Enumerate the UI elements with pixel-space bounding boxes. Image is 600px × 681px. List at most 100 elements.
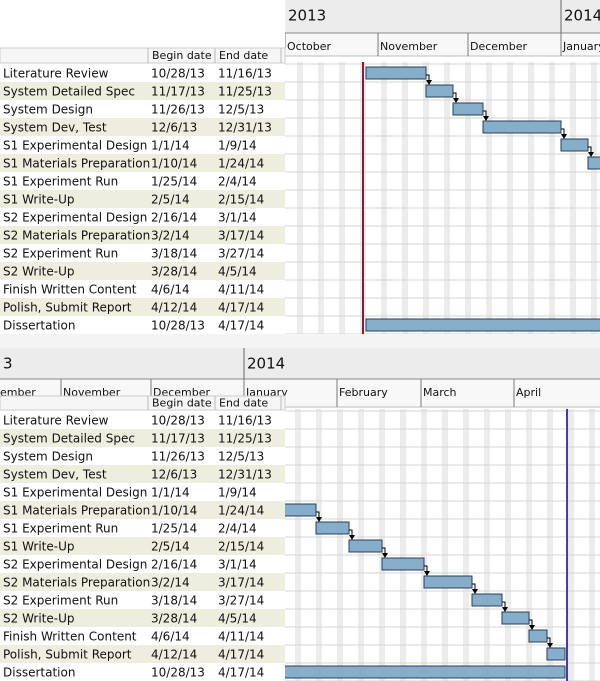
table-cell: System Design: [3, 103, 93, 117]
table-cell: 4/11/14: [218, 630, 264, 644]
table-cell: 12/6/13: [151, 121, 197, 135]
table-cell: 3/18/14: [151, 247, 197, 261]
task-bar: [315, 521, 350, 535]
dependency-arrow: [483, 110, 487, 118]
table-cell: S1 Materials Preparation: [3, 157, 150, 171]
month-strip: [285, 33, 600, 56]
row-stripe: [0, 537, 285, 555]
weekend-stripe: [400, 409, 406, 681]
table-cell: 11/26/13: [151, 450, 205, 464]
weekend-stripe: [528, 62, 534, 334]
table-cell: 10/28/13: [151, 319, 205, 333]
weekend-stripe: [444, 62, 450, 334]
month-label: November: [380, 40, 438, 53]
arrow-head: [547, 643, 553, 648]
table-cell: 3/18/14: [151, 594, 197, 608]
weekend-stripe: [423, 62, 429, 334]
row-stripe: [0, 573, 285, 591]
weekend-stripe: [339, 62, 345, 334]
row-stripe: [0, 645, 285, 663]
arrow-head: [472, 589, 478, 594]
weekend-stripe: [486, 62, 492, 334]
table-cell: 12/6/13: [151, 468, 197, 482]
table-cell: 4/5/14: [218, 265, 257, 279]
table-cell: 1/10/14: [151, 157, 197, 171]
table-cell: Finish Written Content: [3, 630, 137, 644]
task-bar: [560, 138, 589, 152]
table-cell: 2/4/14: [218, 522, 257, 536]
month-label: December: [470, 40, 528, 53]
table-cell: 4/17/14: [218, 666, 264, 680]
arrow-head: [424, 571, 430, 576]
arrow-head: [349, 535, 355, 540]
weekend-stripe: [526, 409, 532, 681]
year-label: 2014: [247, 355, 285, 373]
weekend-stripe: [295, 409, 301, 681]
table-cell: 1/24/14: [218, 504, 264, 518]
table-cell: S1 Experiment Run: [3, 175, 118, 189]
table-cell: 4/11/14: [218, 283, 264, 297]
dependency-arrow: [453, 92, 457, 100]
dependency-arrow: [588, 146, 592, 154]
table-cell: S2 Write-Up: [3, 265, 74, 279]
row-stripe: [0, 429, 285, 447]
table-cell: 1/1/14: [151, 139, 190, 153]
year-strip: [285, 0, 600, 33]
table-cell: 2/4/14: [218, 175, 257, 189]
arrow-head: [588, 152, 594, 157]
table-cell: 11/17/13: [151, 432, 205, 446]
row-stripe: [0, 501, 285, 519]
table-cell: 4/5/14: [218, 612, 257, 626]
weekend-stripe: [591, 62, 597, 334]
arrow-head: [453, 98, 459, 103]
task-bar: [425, 84, 454, 98]
table-cell: System Dev, Test: [3, 468, 107, 482]
weekend-stripe: [381, 62, 387, 334]
table-cell: Polish, Submit Report: [3, 648, 132, 662]
table-cell: Polish, Submit Report: [3, 301, 132, 315]
table-cell: 3/1/14: [218, 558, 257, 572]
table-cell: S2 Experimental Design: [3, 558, 147, 572]
table-cell: 12/31/13: [218, 121, 272, 135]
table-cell: 12/31/13: [218, 468, 272, 482]
table-header: [0, 395, 286, 411]
row-stripe: [0, 298, 285, 316]
table-cell: 2/16/14: [151, 211, 197, 225]
task-bar: [365, 318, 600, 332]
table-cell: 2/16/14: [151, 558, 197, 572]
arrow-head: [382, 553, 388, 558]
task-table: Begin date End date Literature Review 10/28…: [0, 47, 286, 334]
row-stripe: [0, 609, 285, 627]
table-cell: 11/16/13: [218, 67, 272, 81]
arrow-head: [426, 80, 432, 85]
table-cell: 1/25/14: [151, 175, 197, 189]
table-cell: 4/6/14: [151, 283, 190, 297]
table-cell: S1 Materials Preparation: [3, 504, 150, 518]
month-label: January: [562, 40, 600, 53]
table-cell: 1/10/14: [151, 504, 197, 518]
table-cell: S1 Experimental Design: [3, 139, 147, 153]
table-cell: S2 Experimental Design: [3, 211, 147, 225]
weekend-stripe: [463, 409, 469, 681]
year-label: 3: [3, 355, 13, 373]
table-cell: System Dev, Test: [3, 121, 107, 135]
column-header: Begin date: [152, 397, 212, 410]
table-cell: 4/17/14: [218, 648, 264, 662]
task-bar: [482, 120, 562, 134]
row-stripe: [0, 190, 285, 208]
table-cell: 2/15/14: [218, 193, 264, 207]
table-cell: 3/27/14: [218, 247, 264, 261]
dependency-arrow: [316, 511, 320, 519]
table-cell: S2 Materials Preparation: [3, 576, 150, 590]
table-cell: 3/2/14: [151, 229, 190, 243]
task-bar: [501, 611, 530, 625]
table-cell: 3/28/14: [151, 265, 197, 279]
column-header: End date: [219, 49, 268, 62]
table-cell: Literature Review: [3, 67, 109, 81]
row-stripe: [0, 82, 285, 100]
month-label: April: [516, 386, 541, 399]
table-cell: 3/28/14: [151, 612, 197, 626]
table-cell: S2 Experiment Run: [3, 594, 118, 608]
dependency-arrow: [424, 565, 428, 573]
